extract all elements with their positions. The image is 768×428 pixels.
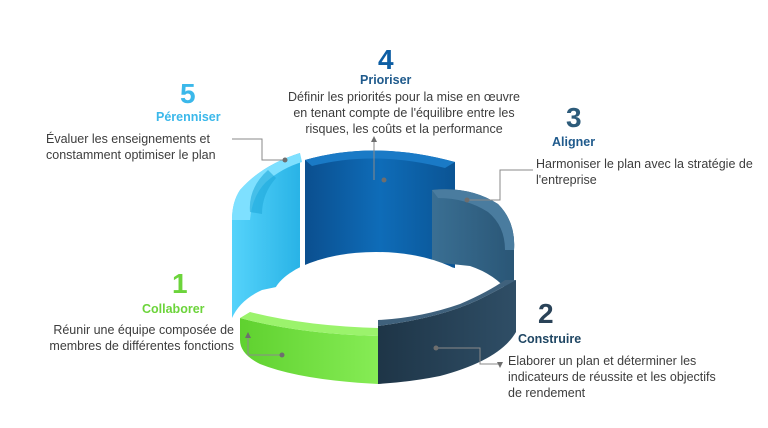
- step-5-title: Pérenniser: [156, 110, 221, 124]
- step-3-number: 3: [566, 102, 582, 133]
- step-1-description: Réunir une équipe composée de membres de…: [18, 322, 234, 354]
- step-4-line-3: risques, les coûts et la performance: [305, 122, 503, 136]
- step-4-number: 4: [378, 44, 394, 75]
- step-3-line-1: Harmoniser le plan avec la stratégie de: [536, 157, 753, 171]
- step-4-title: Prioriser: [360, 73, 412, 87]
- step-4-line-1: Définir les priorités pour la mise en œu…: [287, 90, 521, 104]
- step-2-line-2: indicateurs de réussite et les objectifs: [508, 370, 716, 384]
- segment-3-aligner: [432, 189, 515, 300]
- step-5-line-1: Évaluer les enseignements et: [46, 132, 210, 146]
- step-2-number: 2: [538, 298, 554, 329]
- segment-1-collaborer: [240, 312, 378, 384]
- step-2-line-1: Elaborer un plan et déterminer les: [508, 354, 697, 368]
- segment-4-prioriser: [305, 150, 455, 268]
- step-3-description: Harmoniser le plan avec la stratégie de …: [536, 156, 764, 188]
- step-1-title: Collaborer: [142, 302, 205, 316]
- step-1-number: 1: [172, 268, 188, 299]
- step-2-line-3: de rendement: [508, 386, 586, 400]
- step-5-description: Évaluer les enseignements et constamment…: [46, 131, 236, 163]
- step-1-line-1: Réunir une équipe composée de: [53, 323, 234, 337]
- segment-5-perenniser: [232, 153, 302, 318]
- segment-2-construire: [378, 280, 516, 384]
- step-5-number: 5: [180, 78, 196, 109]
- callout-connectors: [232, 138, 533, 365]
- step-2-title: Construire: [518, 332, 582, 346]
- step-3-title: Aligner: [552, 135, 596, 149]
- step-3-line-2: l'entreprise: [536, 173, 597, 187]
- step-5-line-2: constamment optimiser le plan: [46, 148, 216, 162]
- step-1-line-2: membres de différentes fonctions: [49, 339, 234, 353]
- callout-dots: [245, 136, 503, 368]
- step-4-line-2: en tenant compte de l'équilibre entre le…: [293, 106, 515, 120]
- step-4-description: Définir les priorités pour la mise en œu…: [274, 89, 534, 137]
- step-2-description: Elaborer un plan et déterminer les indic…: [508, 353, 758, 401]
